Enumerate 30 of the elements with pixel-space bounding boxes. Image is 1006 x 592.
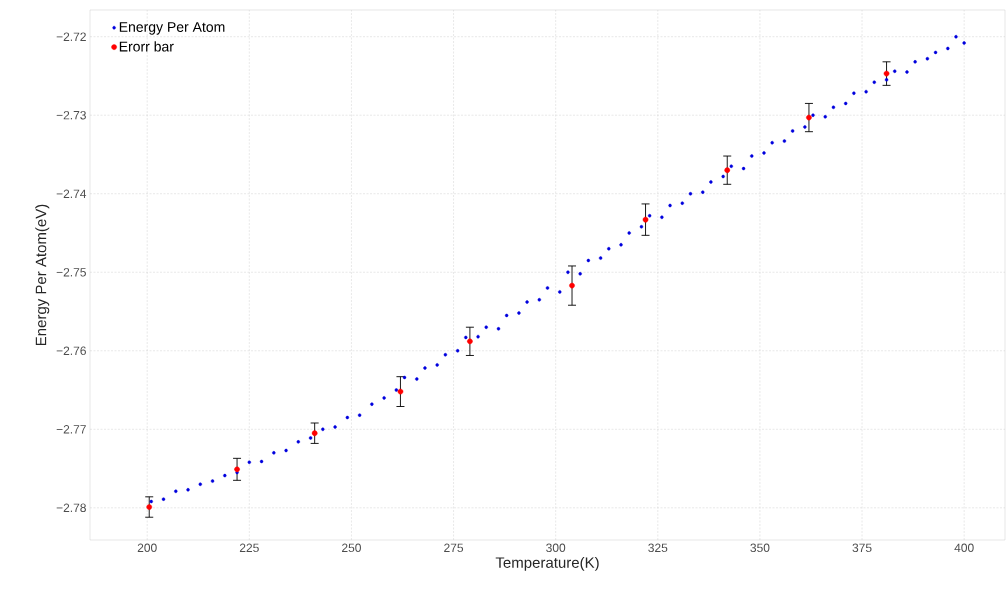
x-tick-label: 400 (954, 543, 974, 553)
point (311, 430, 318, 437)
y-tick-label: −2.77 (56, 425, 86, 434)
y-tick-label: −2.72 (56, 32, 86, 41)
x-tick-label: 350 (750, 543, 770, 553)
y-tick-label: −2.75 (56, 268, 86, 277)
point (397, 388, 404, 395)
point (883, 70, 890, 77)
point (724, 167, 731, 173)
x-tick-label: 325 (648, 543, 668, 553)
x-tick-label: 275 (444, 543, 464, 553)
point (234, 466, 240, 473)
x-tick-label: 375 (852, 543, 872, 553)
legend-label: Erorr bar (119, 41, 174, 52)
legend-label: Energy Per Atom (119, 22, 225, 35)
point (569, 282, 575, 289)
point (806, 114, 812, 121)
x-axis-title: Temperature(K) (495, 556, 599, 571)
point (642, 216, 649, 223)
y-tick-label: −2.76 (56, 346, 86, 356)
x-tick-label: 300 (546, 543, 566, 553)
point (146, 504, 153, 510)
point (467, 338, 473, 345)
x-tick-label: 200 (137, 543, 157, 553)
x-tick-label: 225 (239, 543, 259, 553)
x-tick-label: 250 (342, 543, 361, 553)
y-axis-title: Energy Per Atom(eV) (35, 204, 50, 346)
y-tick-label: −2.74 (56, 189, 87, 198)
y-tick-label: −2.78 (56, 503, 86, 513)
y-tick-label: −2.73 (56, 110, 86, 120)
